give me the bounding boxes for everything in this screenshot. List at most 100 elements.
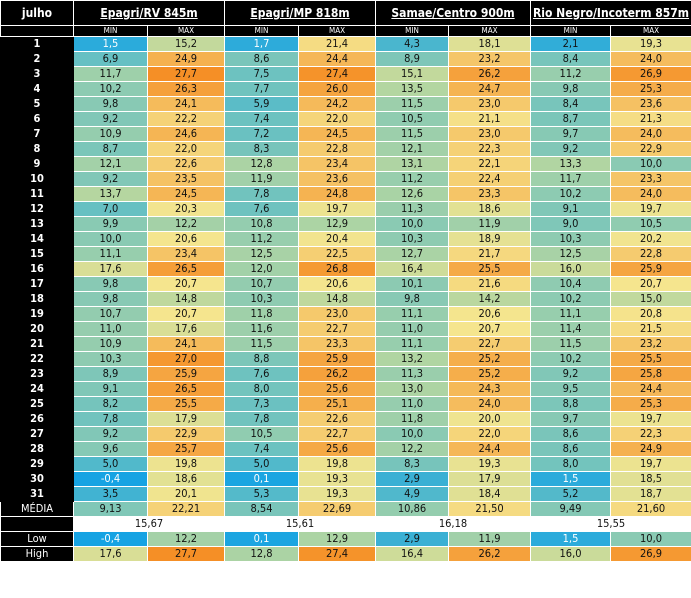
station-average-cell[interactable]: 15,61 [224, 516, 377, 532]
max-temp-cell[interactable]: 24,3 [448, 381, 532, 397]
min-temp-cell[interactable]: 12,5 [224, 246, 300, 262]
min-temp-cell[interactable]: 1,7 [224, 36, 300, 52]
max-temp-cell[interactable]: 19,8 [146, 456, 226, 472]
min-temp-cell[interactable]: 9,6 [73, 441, 148, 457]
min-temp-cell[interactable]: 12,6 [375, 186, 450, 202]
max-temp-cell[interactable]: 19,7 [298, 201, 377, 217]
max-temp-cell[interactable]: 10,0 [610, 156, 691, 172]
max-temp-cell[interactable]: 18,6 [146, 471, 226, 487]
min-temp-cell[interactable]: 12,5 [530, 246, 612, 262]
max-temp-cell[interactable]: 23,2 [448, 51, 532, 67]
min-temp-cell[interactable]: 11,6 [224, 321, 300, 337]
min-temp-cell[interactable]: 9,7 [530, 411, 612, 427]
day-cell[interactable]: 10 [0, 171, 74, 187]
max-temp-cell[interactable]: 25,8 [610, 366, 691, 382]
min-temp-cell[interactable]: 1,5 [73, 36, 148, 52]
station-average-cell[interactable]: 15,67 [72, 516, 226, 532]
max-temp-cell[interactable]: 23,4 [298, 156, 377, 172]
max-temp-cell[interactable]: 27,4 [298, 66, 377, 82]
day-cell[interactable]: 14 [0, 231, 74, 247]
max-temp-cell[interactable]: 19,7 [610, 411, 691, 427]
max-temp-cell[interactable]: 25,3 [610, 81, 691, 97]
min-temp-cell[interactable]: 8,3 [375, 456, 450, 472]
min-temp-cell[interactable]: 9,1 [530, 201, 612, 217]
max-temp-cell[interactable]: 20,3 [146, 201, 226, 217]
min-temp-cell[interactable]: 8,4 [530, 96, 612, 112]
low-label-cell[interactable]: Low [0, 531, 74, 547]
day-cell[interactable]: 29 [0, 456, 74, 472]
min-temp-cell[interactable]: 7,2 [224, 126, 300, 142]
min-temp-cell[interactable]: 7,5 [224, 66, 300, 82]
media-value-cell[interactable]: 9,49 [530, 501, 612, 517]
min-temp-cell[interactable]: 10,2 [73, 81, 148, 97]
max-temp-cell[interactable]: 25,5 [610, 351, 691, 367]
min-temp-cell[interactable]: 11,8 [224, 306, 300, 322]
max-temp-cell[interactable]: 20,2 [610, 231, 691, 247]
min-temp-cell[interactable]: 5,0 [73, 456, 148, 472]
media-value-cell[interactable]: 9,13 [73, 501, 148, 517]
min-temp-cell[interactable]: 13,5 [375, 81, 450, 97]
min-temp-cell[interactable]: 8,6 [530, 426, 612, 442]
day-cell[interactable]: 13 [0, 216, 74, 232]
min-temp-cell[interactable]: 8,9 [73, 366, 148, 382]
min-temp-cell[interactable]: 9,2 [530, 366, 612, 382]
max-temp-cell[interactable]: 21,3 [610, 111, 691, 127]
high-value-cell[interactable]: 26,9 [610, 546, 691, 562]
max-temp-cell[interactable]: 24,0 [610, 51, 691, 67]
max-temp-cell[interactable]: 11,9 [448, 216, 532, 232]
min-temp-cell[interactable]: -0,4 [73, 471, 148, 487]
low-value-cell[interactable]: 12,9 [298, 531, 377, 547]
min-header-cell[interactable]: MIN [530, 25, 612, 37]
max-temp-cell[interactable]: 14,2 [448, 291, 532, 307]
max-temp-cell[interactable]: 24,9 [146, 51, 226, 67]
max-temp-cell[interactable]: 20,7 [610, 276, 691, 292]
min-temp-cell[interactable]: 9,7 [530, 126, 612, 142]
min-temp-cell[interactable]: 4,9 [375, 486, 450, 502]
max-temp-cell[interactable]: 22,9 [146, 426, 226, 442]
max-temp-cell[interactable]: 26,8 [298, 261, 377, 277]
high-value-cell[interactable]: 27,7 [146, 546, 226, 562]
max-temp-cell[interactable]: 21,5 [610, 321, 691, 337]
max-temp-cell[interactable]: 24,4 [298, 51, 377, 67]
min-temp-cell[interactable]: 11,5 [224, 336, 300, 352]
min-temp-cell[interactable]: 13,3 [530, 156, 612, 172]
max-temp-cell[interactable]: 19,3 [448, 456, 532, 472]
media-value-cell[interactable]: 22,69 [298, 501, 377, 517]
min-temp-cell[interactable]: 9,8 [530, 81, 612, 97]
min-temp-cell[interactable]: 12,7 [375, 246, 450, 262]
min-temp-cell[interactable]: 10,3 [73, 351, 148, 367]
high-value-cell[interactable]: 26,2 [448, 546, 532, 562]
max-temp-cell[interactable]: 18,4 [448, 486, 532, 502]
min-temp-cell[interactable]: 7,8 [224, 186, 300, 202]
min-temp-cell[interactable]: 8,8 [530, 396, 612, 412]
media-value-cell[interactable]: 22,21 [146, 501, 226, 517]
day-cell[interactable]: 9 [0, 156, 74, 172]
min-temp-cell[interactable]: 8,9 [375, 51, 450, 67]
min-temp-cell[interactable]: 10,8 [224, 216, 300, 232]
day-cell[interactable]: 21 [0, 336, 74, 352]
max-temp-cell[interactable]: 23,0 [448, 126, 532, 142]
max-temp-cell[interactable]: 21,4 [298, 36, 377, 52]
min-temp-cell[interactable]: 8,8 [224, 351, 300, 367]
max-temp-cell[interactable]: 20,1 [146, 486, 226, 502]
min-temp-cell[interactable]: 8,4 [530, 51, 612, 67]
max-temp-cell[interactable]: 22,8 [298, 141, 377, 157]
max-temp-cell[interactable]: 26,3 [146, 81, 226, 97]
media-value-cell[interactable]: 21,60 [610, 501, 691, 517]
day-cell[interactable]: 20 [0, 321, 74, 337]
max-temp-cell[interactable]: 22,6 [146, 156, 226, 172]
min-temp-cell[interactable]: 9,2 [73, 111, 148, 127]
min-temp-cell[interactable]: 11,3 [375, 201, 450, 217]
max-header-cell[interactable]: MAX [448, 25, 532, 37]
max-temp-cell[interactable]: 23,0 [298, 306, 377, 322]
max-temp-cell[interactable]: 20,0 [448, 411, 532, 427]
high-value-cell[interactable]: 17,6 [73, 546, 148, 562]
min-temp-cell[interactable]: 10,1 [375, 276, 450, 292]
max-temp-cell[interactable]: 24,6 [146, 126, 226, 142]
media-value-cell[interactable]: 10,86 [375, 501, 450, 517]
day-cell[interactable]: 19 [0, 306, 74, 322]
low-value-cell[interactable]: -0,4 [73, 531, 148, 547]
max-temp-cell[interactable]: 23,0 [448, 96, 532, 112]
min-temp-cell[interactable]: 10,7 [224, 276, 300, 292]
max-temp-cell[interactable]: 24,5 [146, 186, 226, 202]
